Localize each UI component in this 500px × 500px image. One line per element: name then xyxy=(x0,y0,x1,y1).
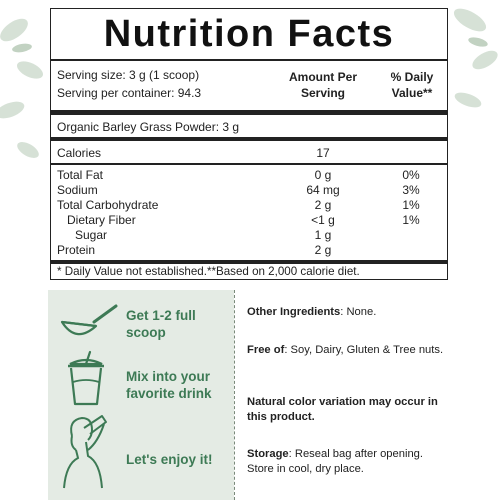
nutrient-name-dietary-fiber: Dietary Fiber xyxy=(67,213,136,227)
step-2-text: Mix into your favorite drink xyxy=(126,368,212,402)
woman-drinking-icon xyxy=(63,415,107,489)
nutrient-name-total-carbohydrate: Total Carbohydrate xyxy=(57,198,159,212)
servings-per-container: Serving per container: 94.3 xyxy=(57,86,202,100)
other-ingredients-text: : None. xyxy=(340,306,377,318)
natural-color-note: Natural color variation may occur in thi… xyxy=(247,396,438,423)
scoop-icon xyxy=(60,304,118,336)
nutrient-dv-dietary-fiber: 1% xyxy=(402,213,420,227)
step-2-line2: favorite drink xyxy=(126,386,212,401)
storage-label: Storage xyxy=(247,448,289,460)
section-divider xyxy=(234,290,235,500)
thick-rule-2 xyxy=(51,137,447,141)
footnote: * Daily Value not established.**Based on… xyxy=(57,265,360,278)
nutrient-name-protein: Protein xyxy=(57,243,96,257)
nutrient-dv-total-carbohydrate: 1% xyxy=(402,198,420,212)
thick-rule-1 xyxy=(51,110,447,115)
amount-header-line1: Amount Per xyxy=(288,70,357,84)
daily-value-header: % Daily Value** xyxy=(379,69,445,101)
dv-header-line2: Value** xyxy=(391,86,433,100)
title-rule xyxy=(51,59,447,61)
free-of-text: : Soy, Dairy, Gluten & Tree nuts. xyxy=(284,344,444,356)
dv-header-line1: % Daily xyxy=(390,70,434,84)
step-3-text: Let's enjoy it! xyxy=(126,452,213,467)
other-ingredients-label: Other Ingredients xyxy=(247,306,341,318)
step-2-line1: Mix into your xyxy=(126,369,210,384)
thick-rule-3 xyxy=(51,260,447,264)
drink-cup-icon xyxy=(68,350,104,406)
amount-header-line2: Serving xyxy=(300,86,345,100)
nutrient-amount-total-fat: 0 g xyxy=(314,168,332,182)
nutrient-name-sodium: Sodium xyxy=(57,183,98,197)
step-1-text: Get 1-2 full scoop xyxy=(126,307,196,341)
nutrient-amount-sodium: 64 mg xyxy=(306,183,340,197)
serving-size: Serving size: 3 g (1 scoop) xyxy=(57,68,200,82)
nutrient-amount-protein: 2 g xyxy=(314,243,332,257)
calories-value: 17 xyxy=(316,146,330,160)
free-of: Free of: Soy, Dairy, Gluten & Tree nuts. xyxy=(247,343,452,358)
step-1-line2: scoop xyxy=(126,325,166,340)
nutrient-amount-sugar: 1 g xyxy=(314,228,332,242)
nutrient-dv-sodium: 3% xyxy=(402,183,420,197)
nutrient-dv-total-fat: 0% xyxy=(402,168,420,182)
nutrient-amount-total-carbohydrate: 2 g xyxy=(314,198,332,212)
leaves-background-icon xyxy=(0,8,498,158)
ingredient-line: Organic Barley Grass Powder: 3 g xyxy=(57,120,240,134)
nutrient-name-sugar: Sugar xyxy=(75,228,108,242)
step-1-line1: Get 1-2 full xyxy=(126,308,196,323)
calories-label: Calories xyxy=(57,146,102,160)
storage: Storage: Reseal bag after opening. Store… xyxy=(247,447,452,477)
other-ingredients: Other Ingredients: None. xyxy=(247,305,452,320)
calories-rule xyxy=(51,163,447,165)
free-of-label: Free of xyxy=(247,344,285,356)
nutrient-name-total-fat: Total Fat xyxy=(57,168,104,182)
panel-title: Nutrition Facts xyxy=(103,13,395,55)
amount-per-serving-header: Amount Per Serving xyxy=(273,69,373,101)
storage-text: : Reseal bag after opening. Store in coo… xyxy=(247,448,423,475)
nutrition-facts-panel: Nutrition Facts Serving size: 3 g (1 sco… xyxy=(50,8,448,280)
nutrient-amount-dietary-fiber: <1 g xyxy=(311,213,335,227)
